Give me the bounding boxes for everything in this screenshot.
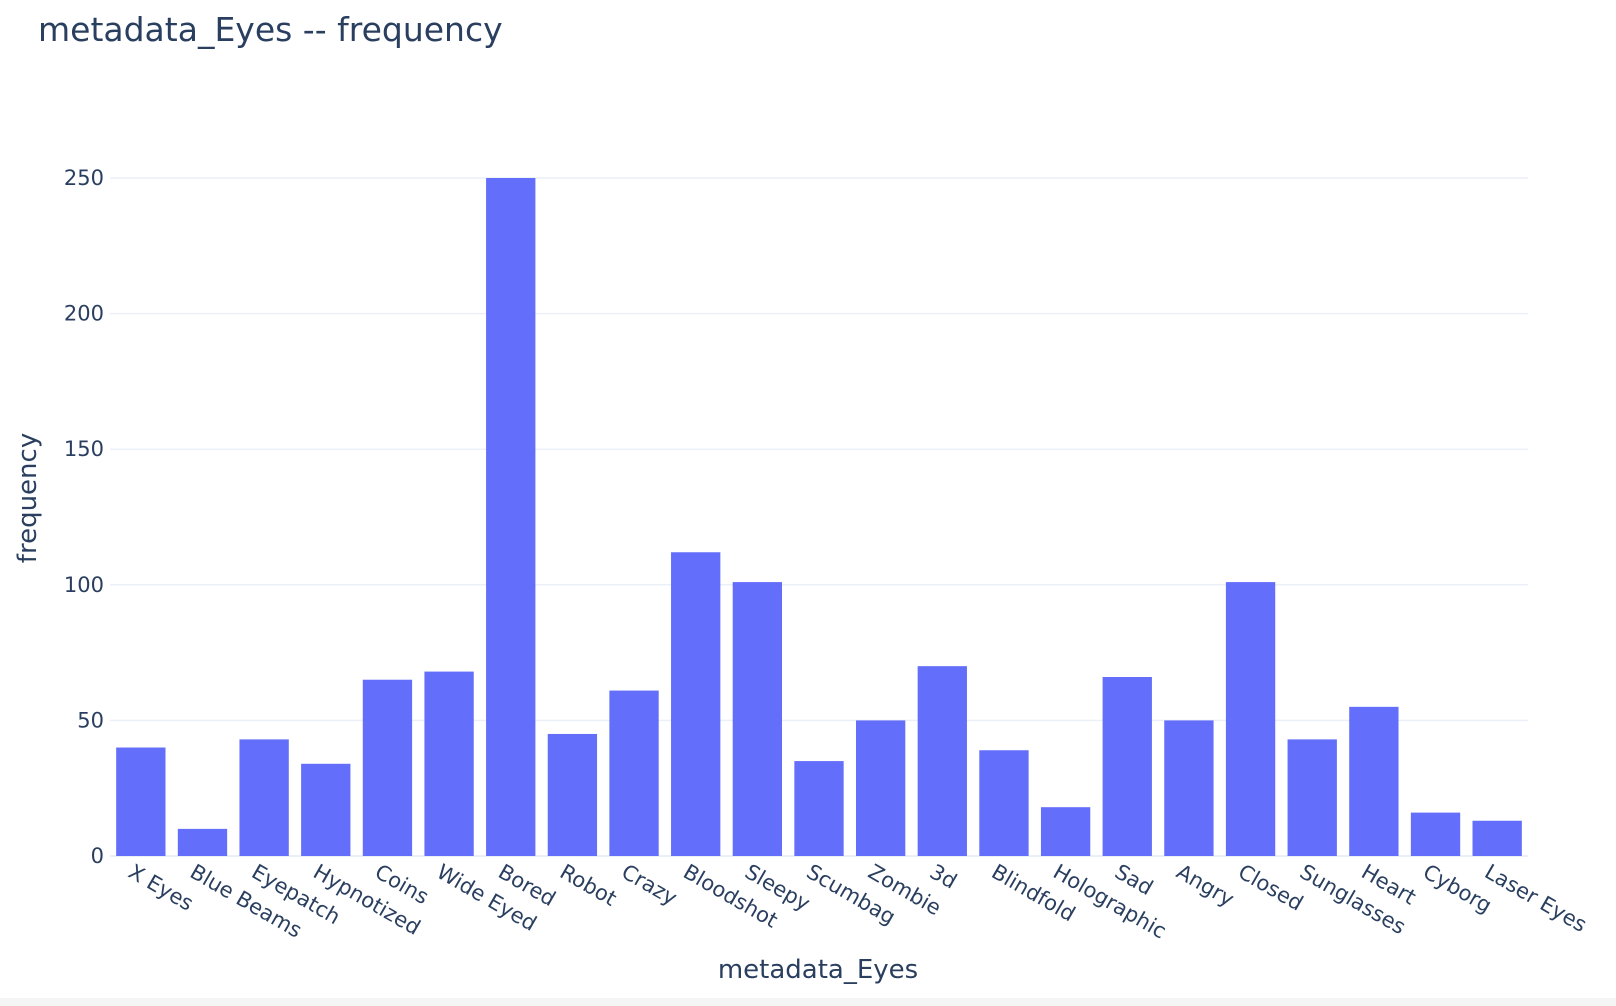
x-tick-label: X Eyes [124, 860, 197, 916]
y-axis-title: frequency [13, 433, 43, 563]
bar-heart[interactable] [1349, 706, 1399, 856]
x-tick-label: Crazy [618, 860, 682, 911]
bar-eyepatch[interactable] [239, 739, 289, 856]
y-tick-label: 250 [64, 166, 104, 190]
x-tick-label: Cyborg [1419, 860, 1496, 918]
bar-blindfold[interactable] [979, 750, 1029, 856]
bar-holographic[interactable] [1040, 807, 1091, 856]
bar-sunglasses[interactable] [1287, 739, 1337, 856]
y-tick-label: 150 [64, 437, 104, 461]
chart-title: metadata_Eyes -- frequency [38, 10, 503, 49]
bar-blue-beams[interactable] [177, 828, 228, 856]
bar-cyborg[interactable] [1410, 812, 1461, 856]
bar-zombie[interactable] [855, 720, 906, 856]
y-tick-label: 0 [91, 844, 104, 868]
x-axis-title: metadata_Eyes [718, 955, 918, 985]
x-tick-label: Laser Eyes [1481, 860, 1591, 937]
bar-crazy[interactable] [609, 690, 659, 856]
y-tick-label: 50 [77, 708, 104, 732]
y-axis-ticks: 0 50 100 150 200 250 [64, 166, 104, 868]
bar-hypnotized[interactable] [301, 763, 351, 856]
bar-wide-eyed[interactable] [424, 671, 474, 856]
bar-3d[interactable] [917, 666, 967, 856]
x-tick-label: Angry [1172, 860, 1238, 912]
x-tick-label: Robot [556, 860, 621, 911]
bar-robot[interactable] [547, 733, 598, 856]
bar-coins[interactable] [362, 679, 413, 856]
x-tick-label: 3d [926, 860, 961, 894]
bar-scumbag[interactable] [794, 761, 844, 856]
y-tick-label: 100 [64, 573, 104, 597]
bar-closed[interactable] [1225, 582, 1276, 856]
bar-angry[interactable] [1164, 720, 1214, 856]
bar-laser-eyes[interactable] [1472, 820, 1522, 856]
bar-bored[interactable] [486, 178, 536, 856]
footer-strip [0, 998, 1616, 1006]
bar-sleepy[interactable] [732, 582, 783, 856]
x-tick-label: Closed [1234, 860, 1307, 916]
bar-x-eyes[interactable] [116, 747, 166, 856]
bar-bloodshot[interactable] [671, 552, 721, 856]
y-tick-label: 200 [64, 302, 104, 326]
bar-sad[interactable] [1102, 677, 1152, 856]
bars [116, 178, 1522, 856]
